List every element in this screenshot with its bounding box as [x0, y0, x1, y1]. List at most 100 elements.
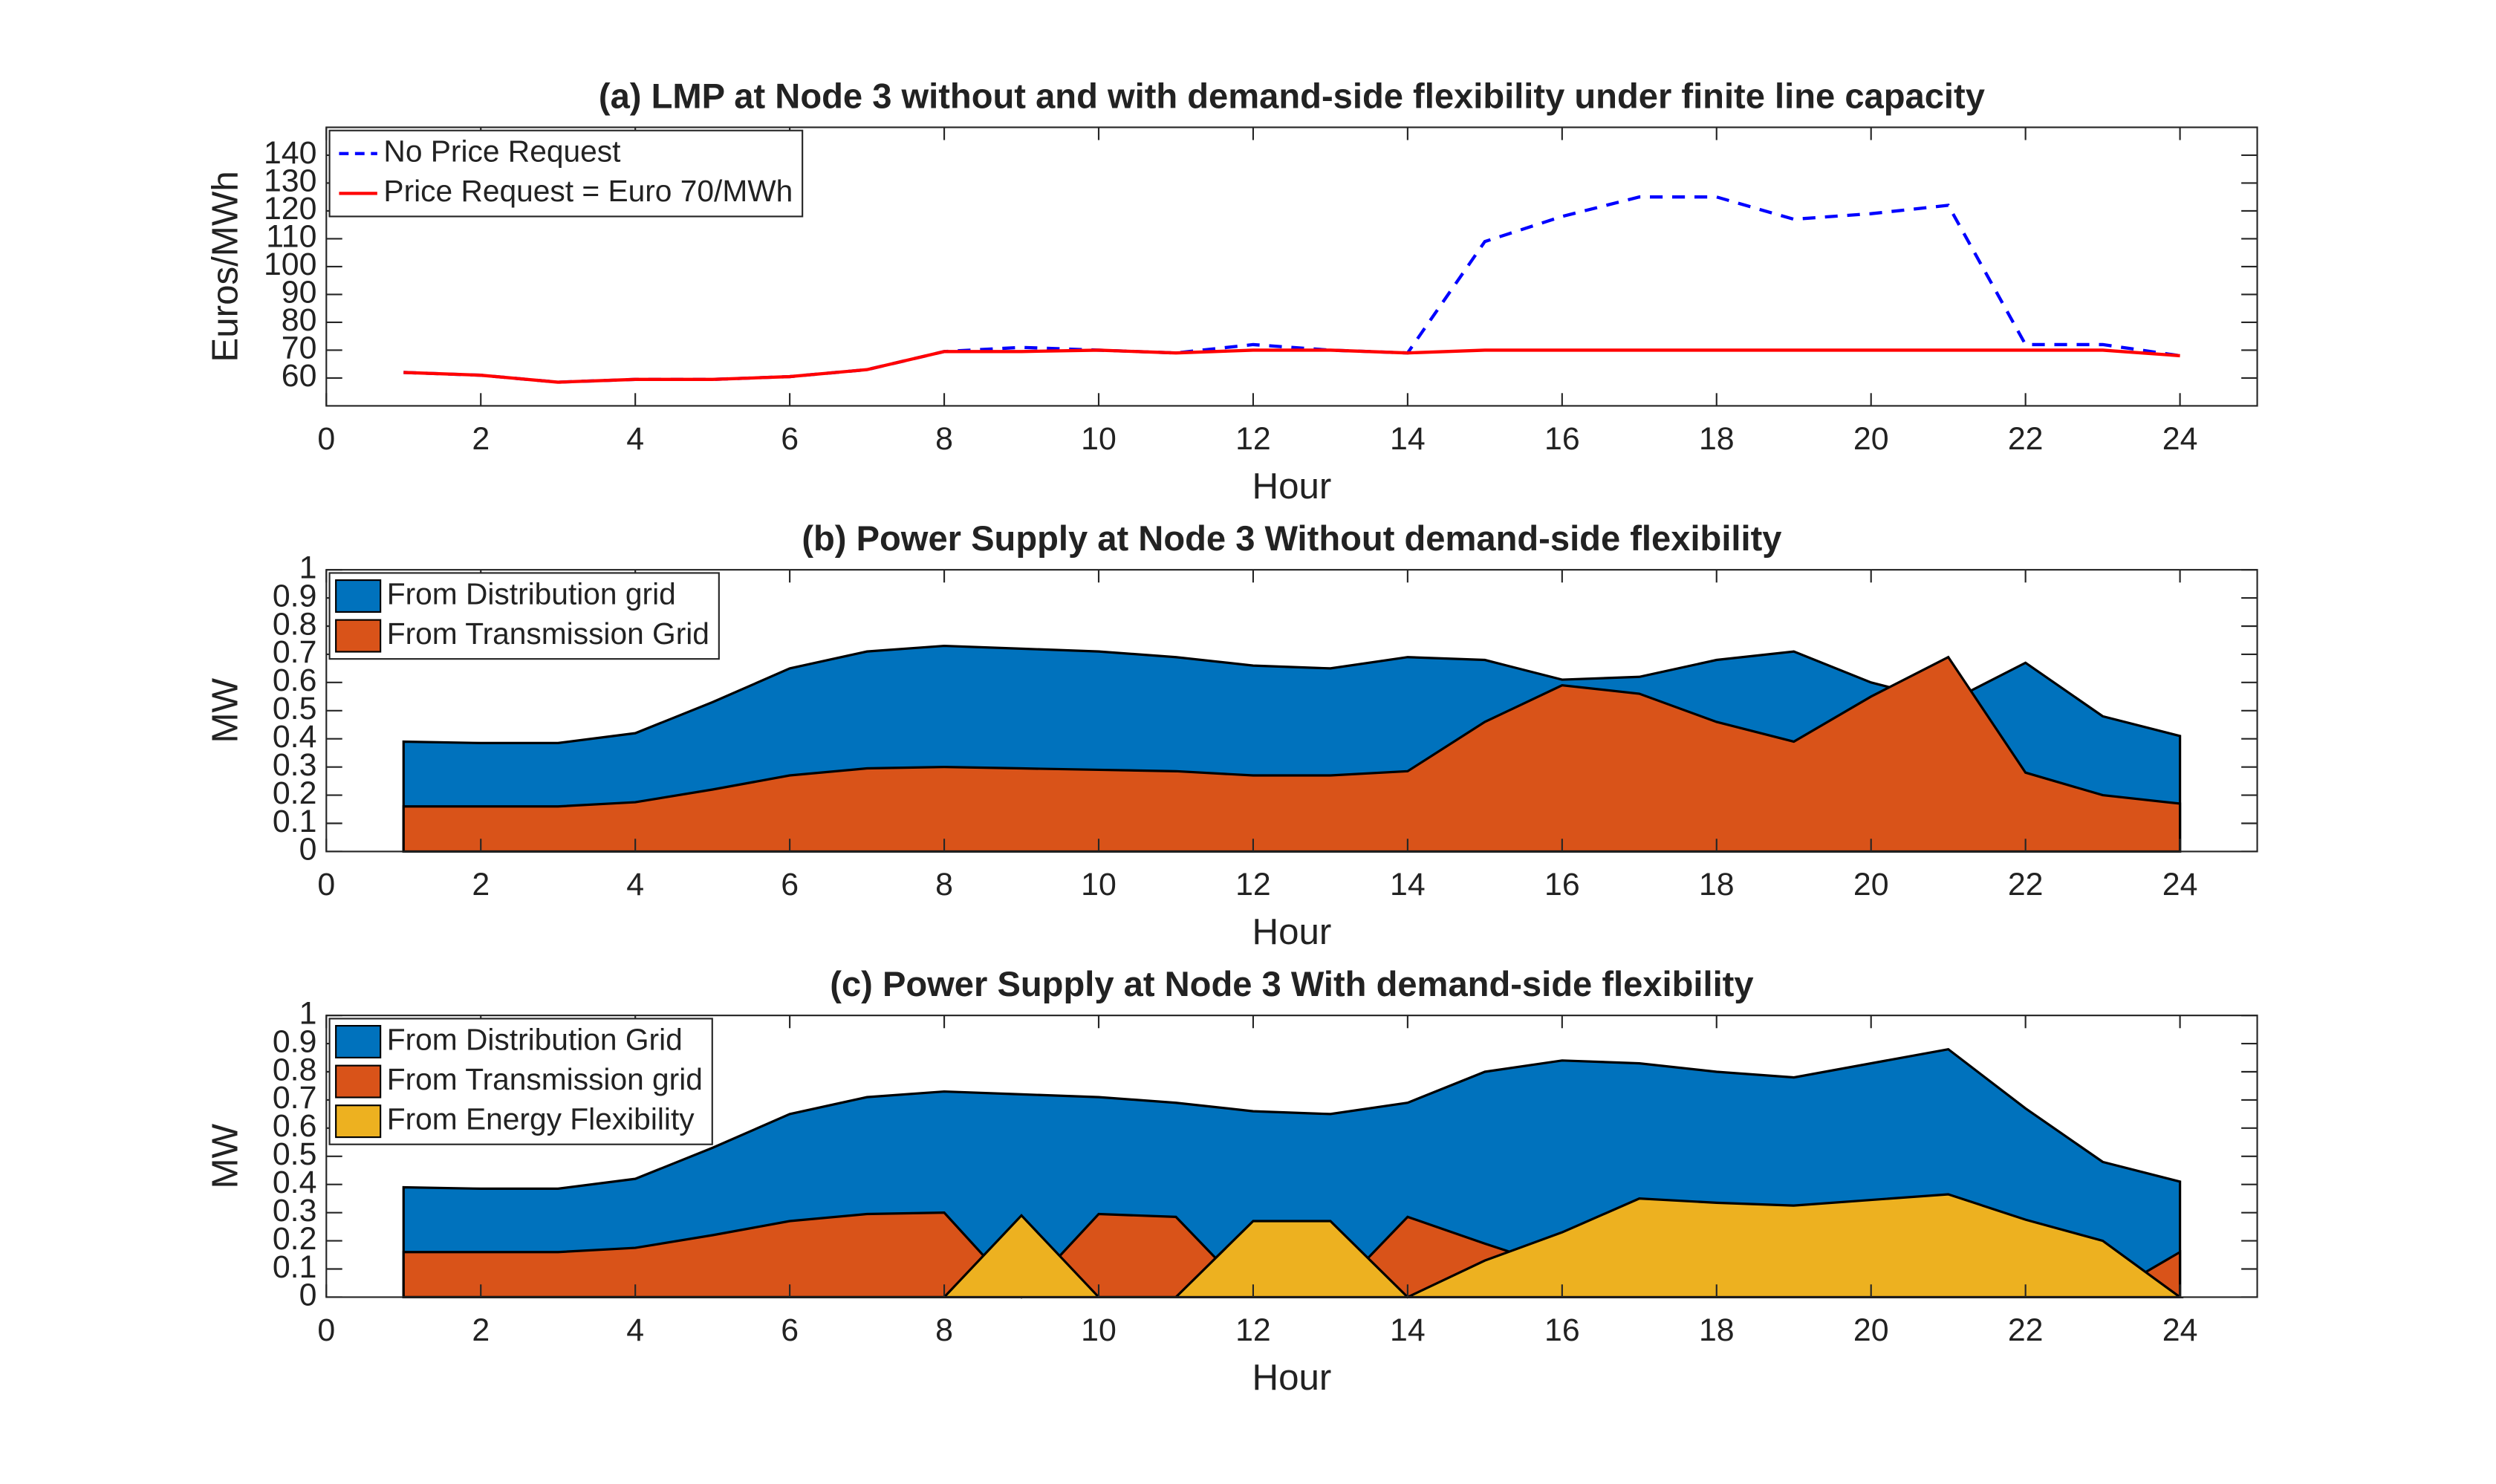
area-series [402, 655, 2182, 853]
x-tick-label: 16 [1544, 867, 1580, 902]
x-tick-label: 10 [1081, 421, 1117, 457]
y-tick-label: 0.1 [273, 804, 317, 839]
x-tick-label: 14 [1390, 421, 1426, 457]
x-tick-label: 4 [626, 421, 644, 457]
x-tick-label: 18 [1699, 867, 1735, 902]
x-tick-label: 6 [781, 421, 799, 457]
y-tick-label: 0 [299, 1278, 317, 1313]
legend-label: From Distribution Grid [387, 1022, 683, 1056]
y-tick-label: 0.8 [273, 1052, 317, 1087]
legend-label: From Energy Flexibility [387, 1101, 695, 1136]
legend-box [328, 1018, 713, 1145]
x-tick-label: 12 [1235, 1312, 1271, 1348]
y-tick-label: 60 [282, 358, 317, 394]
y-tick-label: 100 [264, 247, 316, 282]
y-tick-label: 0.8 [273, 606, 317, 642]
x-tick-label: 10 [1081, 867, 1117, 902]
y-tick-label: 0.7 [273, 634, 317, 670]
x-tick-label: 14 [1390, 1312, 1426, 1348]
y-tick-label: 0.4 [273, 719, 317, 755]
x-tick-label: 18 [1699, 421, 1735, 457]
y-axis-label: MW [204, 1124, 245, 1189]
legend: From Distribution Grid From Transmission … [328, 1018, 713, 1145]
y-tick-label: 0.6 [273, 663, 317, 698]
x-tick-label: 12 [1235, 867, 1271, 902]
x-tick-label: 4 [626, 867, 644, 902]
x-tick-label: 24 [2162, 867, 2198, 902]
legend: From Distribution grid From Transmission … [328, 572, 720, 660]
x-tick-label: 16 [1544, 1312, 1580, 1348]
x-tick-label: 0 [317, 867, 335, 902]
y-tick-label: 1 [299, 550, 317, 585]
x-tick-label: 2 [472, 867, 490, 902]
x-tick-label: 8 [935, 1312, 953, 1348]
x-tick-label: 14 [1390, 867, 1426, 902]
legend-label: From Distribution grid [387, 576, 676, 611]
y-tick-label: 0.5 [273, 1136, 317, 1172]
y-tick-label: 0.2 [273, 775, 317, 811]
legend-label: From Transmission Grid [387, 616, 709, 651]
x-tick-label: 22 [2008, 1312, 2044, 1348]
legend-label: Price Request = Euro 70/MWh [383, 174, 793, 208]
x-tick-label: 2 [472, 1312, 490, 1348]
x-tick-label: 20 [1853, 867, 1889, 902]
y-tick-label: 0.9 [273, 1023, 317, 1059]
legend-label: From Transmission grid [387, 1062, 703, 1096]
y-tick-label: 110 [266, 219, 316, 255]
chart-title: (c) Power Supply at Node 3 With demand-s… [830, 964, 1753, 1003]
y-tick-label: 130 [264, 163, 316, 199]
legend-swatch [335, 579, 382, 613]
legend-swatch [335, 1024, 382, 1058]
legend-swatch [335, 1104, 382, 1139]
y-tick-label: 140 [264, 135, 316, 171]
x-tick-label: 16 [1544, 421, 1580, 457]
x-tick-label: 12 [1235, 421, 1271, 457]
y-tick-label: 0.6 [273, 1108, 317, 1144]
chart-title: (b) Power Supply at Node 3 Without deman… [802, 518, 1781, 558]
y-tick-label: 0 [299, 832, 317, 868]
x-tick-label: 6 [781, 1312, 799, 1348]
chart-title: (a) LMP at Node 3 without and with deman… [599, 76, 1985, 115]
x-tick-label: 0 [317, 421, 335, 457]
y-tick-label: 120 [264, 191, 316, 227]
x-tick-label: 18 [1699, 1312, 1735, 1348]
legend-swatch [335, 619, 382, 653]
legend-swatch [335, 1064, 382, 1099]
x-tick-label: 20 [1853, 1312, 1889, 1348]
panel: 0 2 4 6 8 10 12 14 16 18 20 22 246070809010011012013… [204, 76, 2258, 507]
x-axis-label: Hour [1252, 1357, 1332, 1398]
x-tick-label: 0 [317, 1312, 335, 1348]
x-axis-label: Hour [1252, 466, 1332, 507]
panel: 0 2 4 6 8 10 12 14 16 18 20 22 2400.10.20.30.40.50.6… [204, 964, 2258, 1398]
y-tick-label: 1 [299, 995, 317, 1031]
x-tick-label: 2 [472, 421, 490, 457]
x-tick-label: 24 [2162, 1312, 2198, 1348]
x-tick-label: 8 [935, 421, 953, 457]
x-tick-label: 6 [781, 867, 799, 902]
y-axis-label: MW [204, 678, 245, 743]
x-tick-label: 4 [626, 1312, 644, 1348]
legend: No Price Request Price Request = Euro 70/… [328, 129, 804, 218]
y-tick-label: 70 [282, 331, 317, 366]
y-tick-label: 0.7 [273, 1080, 317, 1116]
x-tick-label: 24 [2162, 421, 2198, 457]
x-tick-label: 22 [2008, 421, 2044, 457]
y-tick-label: 80 [282, 302, 317, 338]
x-axis-label: Hour [1252, 911, 1332, 952]
y-tick-label: 0.4 [273, 1165, 317, 1200]
x-tick-label: 20 [1853, 421, 1889, 457]
panel: 0 2 4 6 8 10 12 14 16 18 20 22 2400.10.20.30.40.50.6… [204, 518, 2258, 952]
y-tick-label: 0.2 [273, 1221, 317, 1257]
y-tick-label: 0.3 [273, 1193, 317, 1228]
y-axis-label: Euros/MWh [204, 171, 245, 362]
x-tick-label: 8 [935, 867, 953, 902]
y-tick-label: 0.9 [273, 578, 317, 614]
y-tick-label: 90 [282, 275, 317, 310]
x-tick-label: 22 [2008, 867, 2044, 902]
y-tick-label: 0.5 [273, 691, 317, 726]
x-tick-label: 10 [1081, 1312, 1117, 1348]
legend-box [328, 129, 804, 218]
legend-box [328, 572, 720, 660]
legend-label: No Price Request [383, 134, 621, 169]
